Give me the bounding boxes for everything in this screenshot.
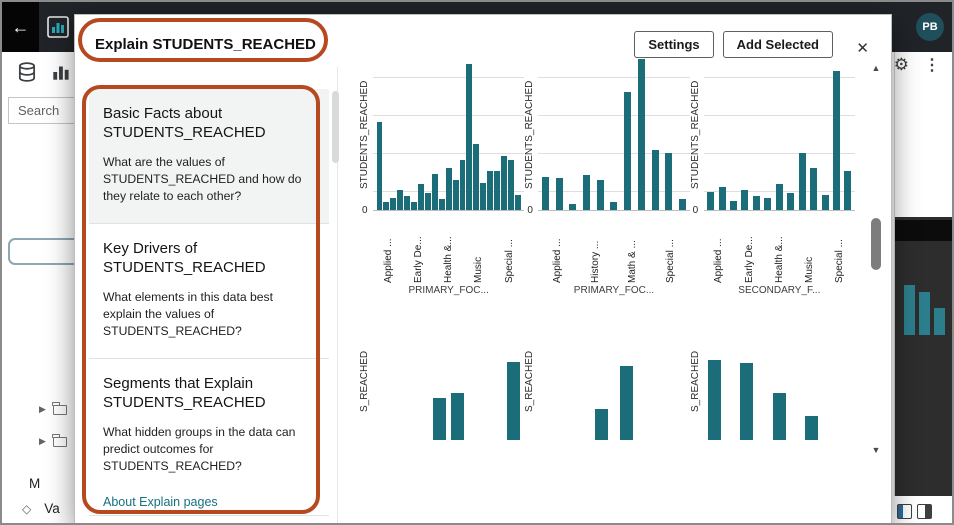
- about-explain-pages-link[interactable]: About Explain pages: [103, 494, 218, 509]
- mini-chart[interactable]: S_REACHED: [524, 322, 689, 440]
- chart-caption: PRIMARY_FOC...: [408, 285, 489, 296]
- data-tab-icon[interactable]: [16, 61, 38, 83]
- sections-scroll-thumb[interactable]: [332, 91, 339, 163]
- tree-folder-row[interactable]: ▶: [39, 433, 67, 447]
- x-axis-tick-labels: Applied ... Early De... Health &... Music Sp…: [713, 236, 846, 283]
- chart-caption: SECONDARY_F...: [738, 285, 821, 296]
- tree-item-label: Va: [44, 501, 60, 516]
- y-axis-label: STUDENTS_REACHED: [524, 80, 536, 190]
- section-description: What are the values of STUDENTS_REACHED …: [103, 155, 302, 204]
- close-icon[interactable]: ✕: [856, 40, 869, 57]
- tree-item-label[interactable]: M: [29, 476, 41, 491]
- explain-section-anomalies[interactable]: Anomalies of: [89, 514, 329, 523]
- user-avatar[interactable]: PB: [916, 13, 944, 41]
- charts-row-1: STUDENTS_REACHED 0 Applied ... Early De..…: [359, 59, 855, 296]
- right-panel-toggle-icon[interactable]: [917, 504, 932, 519]
- chart-plot-area: [704, 322, 855, 440]
- left-panel-tabs: [2, 52, 74, 96]
- mini-chart[interactable]: STUDENTS_REACHED 0 Applied ... Early De..…: [359, 59, 525, 296]
- canvas-preview-panel: [895, 217, 952, 496]
- visualizations-tab-icon[interactable]: [50, 61, 72, 83]
- expand-caret-icon[interactable]: ▶: [39, 436, 46, 446]
- viz-header-band: [895, 220, 952, 241]
- settings-button[interactable]: Settings: [634, 31, 714, 58]
- charts-row-2: S_REACHED S_REACHED S_REACHED: [359, 322, 855, 440]
- panel-divider: [894, 52, 895, 523]
- chart-plot-area: 0: [362, 59, 525, 216]
- chart-caption: PRIMARY_FOC...: [573, 285, 655, 296]
- tree-folder-row[interactable]: ▶: [39, 401, 67, 415]
- explain-section-segments[interactable]: Segments that Explain STUDENTS_REACHED W…: [89, 357, 329, 493]
- mini-chart[interactable]: STUDENTS_REACHED 0 Applied ... Early De..…: [690, 59, 855, 296]
- explain-sections-list: Basic Facts about STUDENTS_REACHED What …: [89, 89, 329, 523]
- chart-plot-area: 0: [527, 59, 690, 216]
- search-placeholder: Search: [18, 103, 60, 118]
- panel-toolbar: ⚙ ⋮: [894, 55, 940, 75]
- dialog-title: Explain STUDENTS_REACHED: [95, 36, 316, 53]
- field-outline: [8, 238, 74, 265]
- explain-section-key-drivers[interactable]: Key Drivers of STUDENTS_REACHED What ele…: [89, 222, 329, 358]
- x-axis-tick-labels: Applied ... Early De... Health &... Music Sp…: [382, 236, 515, 283]
- left-panel-toggle-icon[interactable]: [897, 504, 912, 519]
- visualize-chart-icon[interactable]: [46, 15, 70, 39]
- axis-zero-label: 0: [362, 205, 368, 216]
- axis-zero-label: 0: [527, 205, 533, 216]
- gear-icon[interactable]: ⚙: [893, 55, 909, 74]
- sections-scroll-track: [337, 67, 338, 523]
- chart-plot-area: 0: [693, 59, 855, 216]
- axis-zero-label: 0: [692, 205, 699, 216]
- section-title: Key Drivers of STUDENTS_REACHED: [103, 239, 266, 277]
- scroll-up-icon[interactable]: ▲: [871, 63, 881, 73]
- scroll-down-icon[interactable]: ▼: [871, 445, 881, 455]
- section-description: What hidden groups in the data can predi…: [103, 425, 296, 473]
- basic-facts-charts-grid: STUDENTS_REACHED 0 Applied ... Early De..…: [359, 59, 855, 523]
- mini-bar-chart: [904, 283, 945, 335]
- x-axis-tick-labels: Applied ... History ... Math & ... Special …: [551, 238, 677, 283]
- mini-chart[interactable]: STUDENTS_REACHED 0 Applied ... History ..…: [524, 59, 690, 296]
- tree-tag-row[interactable]: ◇ Va: [22, 501, 60, 516]
- mini-chart[interactable]: S_REACHED: [359, 322, 524, 440]
- scrollbar-thumb[interactable]: [871, 218, 881, 270]
- section-title: Segments that Explain STUDENTS_REACHED: [103, 374, 266, 411]
- search-input[interactable]: Search: [8, 97, 74, 124]
- mini-chart[interactable]: S_REACHED: [690, 322, 855, 440]
- chart-plot-area: [373, 322, 524, 440]
- y-axis-label: STUDENTS_REACHED: [359, 80, 370, 190]
- y-axis-label: S_REACHED: [359, 350, 370, 412]
- y-axis-label: S_REACHED: [524, 350, 536, 412]
- chart-plot-area: [538, 322, 689, 440]
- expand-caret-icon[interactable]: ▶: [39, 404, 46, 414]
- explain-dialog: Explain STUDENTS_REACHED Settings Add Se…: [74, 14, 892, 523]
- tag-icon: ◇: [22, 501, 32, 516]
- section-title: Basic Facts about STUDENTS_REACHED: [103, 105, 266, 142]
- dialog-scrollbar[interactable]: ▲ ▼: [867, 63, 885, 455]
- back-arrow-icon: ←: [11, 16, 30, 37]
- section-description: What elements in this data best explain …: [103, 290, 274, 338]
- add-selected-button[interactable]: Add Selected: [722, 31, 833, 58]
- kebab-menu-icon[interactable]: ⋮: [924, 57, 940, 74]
- folder-icon: [52, 401, 67, 415]
- folder-icon: [52, 433, 67, 447]
- back-button[interactable]: ←: [2, 2, 39, 52]
- explain-section-basic-facts[interactable]: Basic Facts about STUDENTS_REACHED What …: [89, 89, 329, 223]
- y-axis-label: S_REACHED: [689, 350, 701, 412]
- y-axis-label: STUDENTS_REACHED: [689, 80, 701, 190]
- dialog-actions: Settings Add Selected: [634, 31, 833, 58]
